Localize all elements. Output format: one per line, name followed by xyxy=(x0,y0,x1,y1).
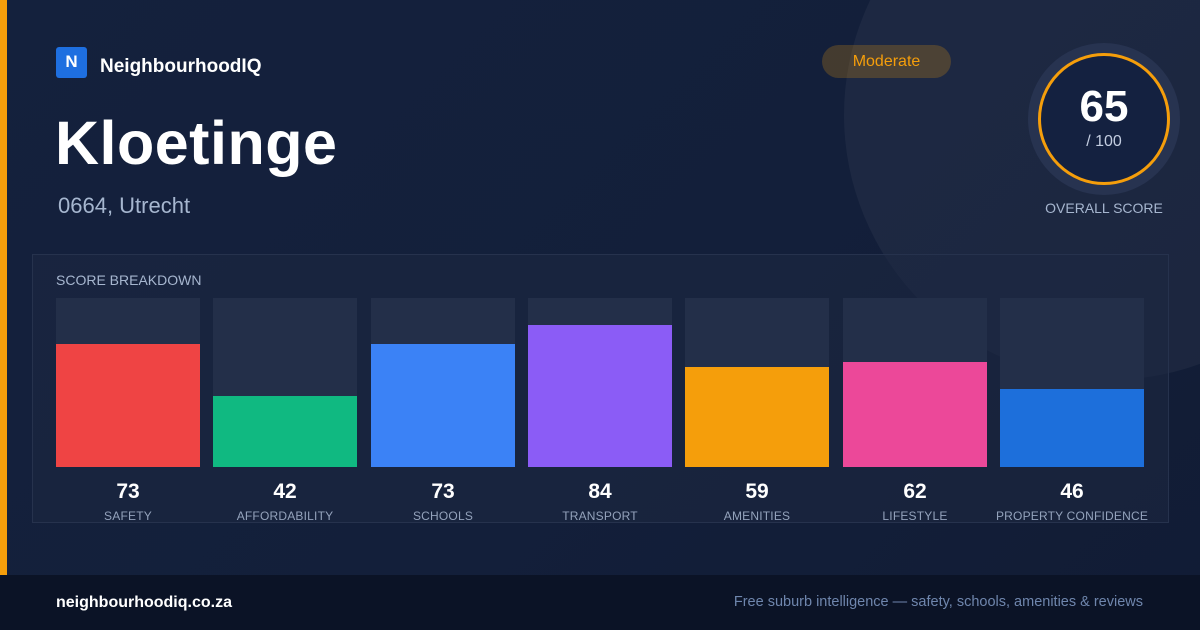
bar-value: 42 xyxy=(273,480,297,503)
bar-label: SCHOOLS xyxy=(412,509,474,523)
rating-badge: Moderate xyxy=(822,45,951,78)
brand[interactable]: N NeighbourhoodIQ xyxy=(56,46,261,78)
accent-bar xyxy=(0,0,7,575)
bar-fill xyxy=(843,362,987,467)
footer-url[interactable]: neighbourhoodiq.co.za xyxy=(56,594,232,611)
bar-label: AFFORDABILITY xyxy=(236,509,334,523)
bar-label: LIFESTYLE xyxy=(882,509,948,523)
bar-fill xyxy=(371,344,515,467)
bar-track xyxy=(371,298,515,467)
overall-score-value: 65 xyxy=(1079,82,1129,131)
bar-track xyxy=(56,298,200,467)
bar-track xyxy=(213,298,357,467)
bar-track xyxy=(843,298,987,467)
overall-score-ring xyxy=(1028,43,1180,195)
bar-fill xyxy=(213,396,357,467)
bar-fill xyxy=(685,367,829,467)
brand-logo-icon: N xyxy=(56,46,87,78)
footer-tagline: Free suburb intelligence — safety, schoo… xyxy=(733,594,1143,610)
overall-score-label: OVERALL SCORE xyxy=(1045,200,1163,216)
bar-track xyxy=(685,298,829,467)
suburb-title: Kloetinge xyxy=(55,109,338,177)
bar-label: TRANSPORT xyxy=(562,509,638,523)
bar-value: 84 xyxy=(588,480,612,503)
bar-value: 59 xyxy=(745,480,769,503)
bar-value: 46 xyxy=(1060,480,1084,503)
bar-label: SAFETY xyxy=(104,509,152,523)
bar-value: 73 xyxy=(116,480,140,503)
bar-track xyxy=(1000,298,1144,467)
score-ring-outline xyxy=(1038,53,1170,185)
bar-track xyxy=(528,298,672,467)
brand-name: NeighbourhoodIQ xyxy=(100,56,262,77)
bar-value: 62 xyxy=(903,480,927,503)
bar-fill xyxy=(1000,389,1144,467)
suburb-location: 0664, Utrecht xyxy=(58,193,191,218)
bar-label: PROPERTY CONFIDENCE xyxy=(995,509,1149,523)
bar-fill xyxy=(528,325,672,467)
bar-fill xyxy=(56,344,200,467)
bar-value: 73 xyxy=(431,480,455,503)
footer: neighbourhoodiq.co.za Free suburb intell… xyxy=(0,575,1200,630)
breakdown-title: SCORE BREAKDOWN xyxy=(56,272,202,288)
score-breakdown-panel: SCORE BREAKDOWN 73 SAFETY 42 AFFORDABILITY 7… xyxy=(32,254,1169,523)
bar-label: AMENITIES xyxy=(723,509,791,523)
overall-score-out-of: / 100 xyxy=(1086,133,1122,150)
